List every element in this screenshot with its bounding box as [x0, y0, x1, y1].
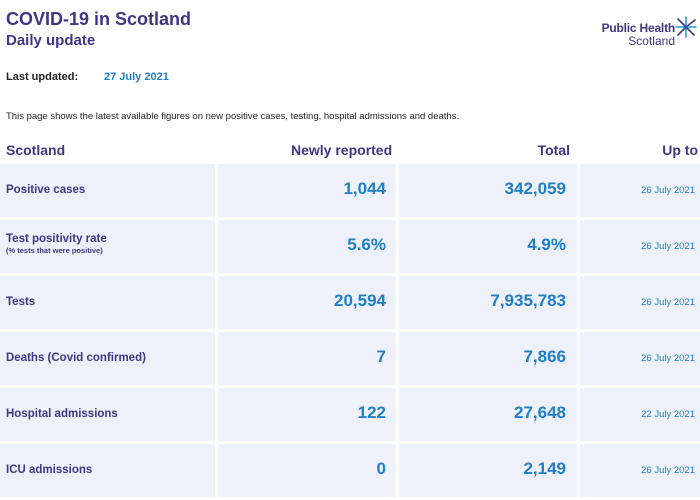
- page-title: COVID-19 in Scotland: [6, 9, 192, 29]
- row-label: Test positivity rate (% tests that were …: [6, 233, 107, 255]
- up-to-date: 26 July 2021: [641, 297, 695, 308]
- up-to-cell: 26 July 2021: [580, 220, 700, 273]
- up-to-cell: 22 July 2021: [580, 388, 700, 441]
- newly-reported-cell: 7: [218, 332, 396, 385]
- up-to-date: 26 July 2021: [641, 465, 695, 476]
- logo-line2: Scotland: [628, 34, 675, 48]
- table-row: Tests 20,594 7,935,783 26 July 2021: [0, 276, 700, 332]
- column-header-up-to: Up to: [662, 142, 698, 158]
- newly-reported-cell: 0: [218, 444, 396, 497]
- total-cell: 7,935,783: [399, 276, 577, 329]
- row-label-cell: Test positivity rate (% tests that were …: [0, 220, 215, 273]
- newly-reported-value: 122: [357, 403, 386, 422]
- up-to-date: 22 July 2021: [641, 409, 695, 420]
- logo-text: Public Health Scotland: [601, 21, 676, 48]
- newly-reported-value: 7: [376, 347, 386, 366]
- newly-reported-value: 1,044: [343, 179, 386, 198]
- total-cell: 4.9%: [399, 220, 577, 273]
- table-row: Deaths (Covid confirmed) 7 7,866 26 July…: [0, 332, 700, 388]
- total-value: 27,648: [514, 403, 566, 422]
- newly-reported-cell: 5.6%: [218, 220, 396, 273]
- newly-reported-value: 5.6%: [347, 235, 386, 254]
- up-to-date: 26 July 2021: [641, 353, 695, 364]
- row-label: Tests: [6, 296, 36, 308]
- up-to-cell: 26 July 2021: [580, 332, 700, 385]
- row-label: ICU admissions: [6, 464, 93, 476]
- total-value: 342,059: [504, 179, 566, 198]
- row-label-text: Test positivity rate: [6, 233, 107, 245]
- up-to-date: 26 July 2021: [641, 241, 695, 252]
- intro-text: This page shows the latest available fig…: [6, 111, 460, 122]
- total-cell: 2,149: [399, 444, 577, 497]
- table-row: Hospital admissions 122 27,648 22 July 2…: [0, 388, 700, 444]
- total-value: 4.9%: [527, 235, 566, 254]
- total-value: 7,935,783: [490, 291, 566, 310]
- total-cell: 7,866: [399, 332, 577, 385]
- last-updated-date: 27 July 2021: [104, 71, 169, 83]
- newly-reported-cell: 122: [218, 388, 396, 441]
- row-label: Hospital admissions: [6, 408, 118, 420]
- page-header: COVID-19 in Scotland Daily update: [6, 8, 191, 51]
- up-to-date: 26 July 2021: [641, 185, 695, 196]
- row-label: Deaths (Covid confirmed): [6, 352, 146, 364]
- newly-reported-cell: 20,594: [218, 276, 396, 329]
- total-value: 2,149: [523, 459, 566, 478]
- total-value: 7,866: [523, 347, 566, 366]
- row-label-cell: Deaths (Covid confirmed): [0, 332, 215, 385]
- row-label-cell: Hospital admissions: [0, 388, 215, 441]
- up-to-cell: 26 July 2021: [580, 164, 700, 217]
- newly-reported-value: 20,594: [334, 291, 386, 310]
- row-label-cell: Positive cases: [0, 164, 215, 217]
- table-row: Positive cases 1,044 342,059 26 July 202…: [0, 164, 700, 220]
- star-burst-icon: [675, 16, 697, 38]
- table-header: Scotland Newly reported Total Up to: [0, 138, 700, 164]
- total-cell: 342,059: [399, 164, 577, 217]
- row-label-cell: ICU admissions: [0, 444, 215, 497]
- logo-line1: Public Health: [601, 21, 676, 35]
- figures-table: Scotland Newly reported Total Up to Posi…: [0, 138, 700, 500]
- row-sublabel: (% tests that were positive): [6, 246, 103, 255]
- column-header-newly-reported: Newly reported: [291, 142, 393, 158]
- total-cell: 27,648: [399, 388, 577, 441]
- last-updated-label: Last updated:: [6, 71, 79, 83]
- page-subtitle: Daily update: [6, 32, 96, 49]
- newly-reported-value: 0: [376, 459, 386, 478]
- table-row: ICU admissions 0 2,149 26 July 2021: [0, 444, 700, 500]
- table-row: Test positivity rate (% tests that were …: [0, 220, 700, 276]
- column-header-scotland: Scotland: [6, 142, 66, 158]
- up-to-cell: 26 July 2021: [580, 444, 700, 497]
- newly-reported-cell: 1,044: [218, 164, 396, 217]
- up-to-cell: 26 July 2021: [580, 276, 700, 329]
- row-label-cell: Tests: [0, 276, 215, 329]
- public-health-scotland-logo: Public Health Scotland: [599, 16, 699, 62]
- column-header-total: Total: [537, 142, 570, 158]
- row-label: Positive cases: [6, 184, 86, 196]
